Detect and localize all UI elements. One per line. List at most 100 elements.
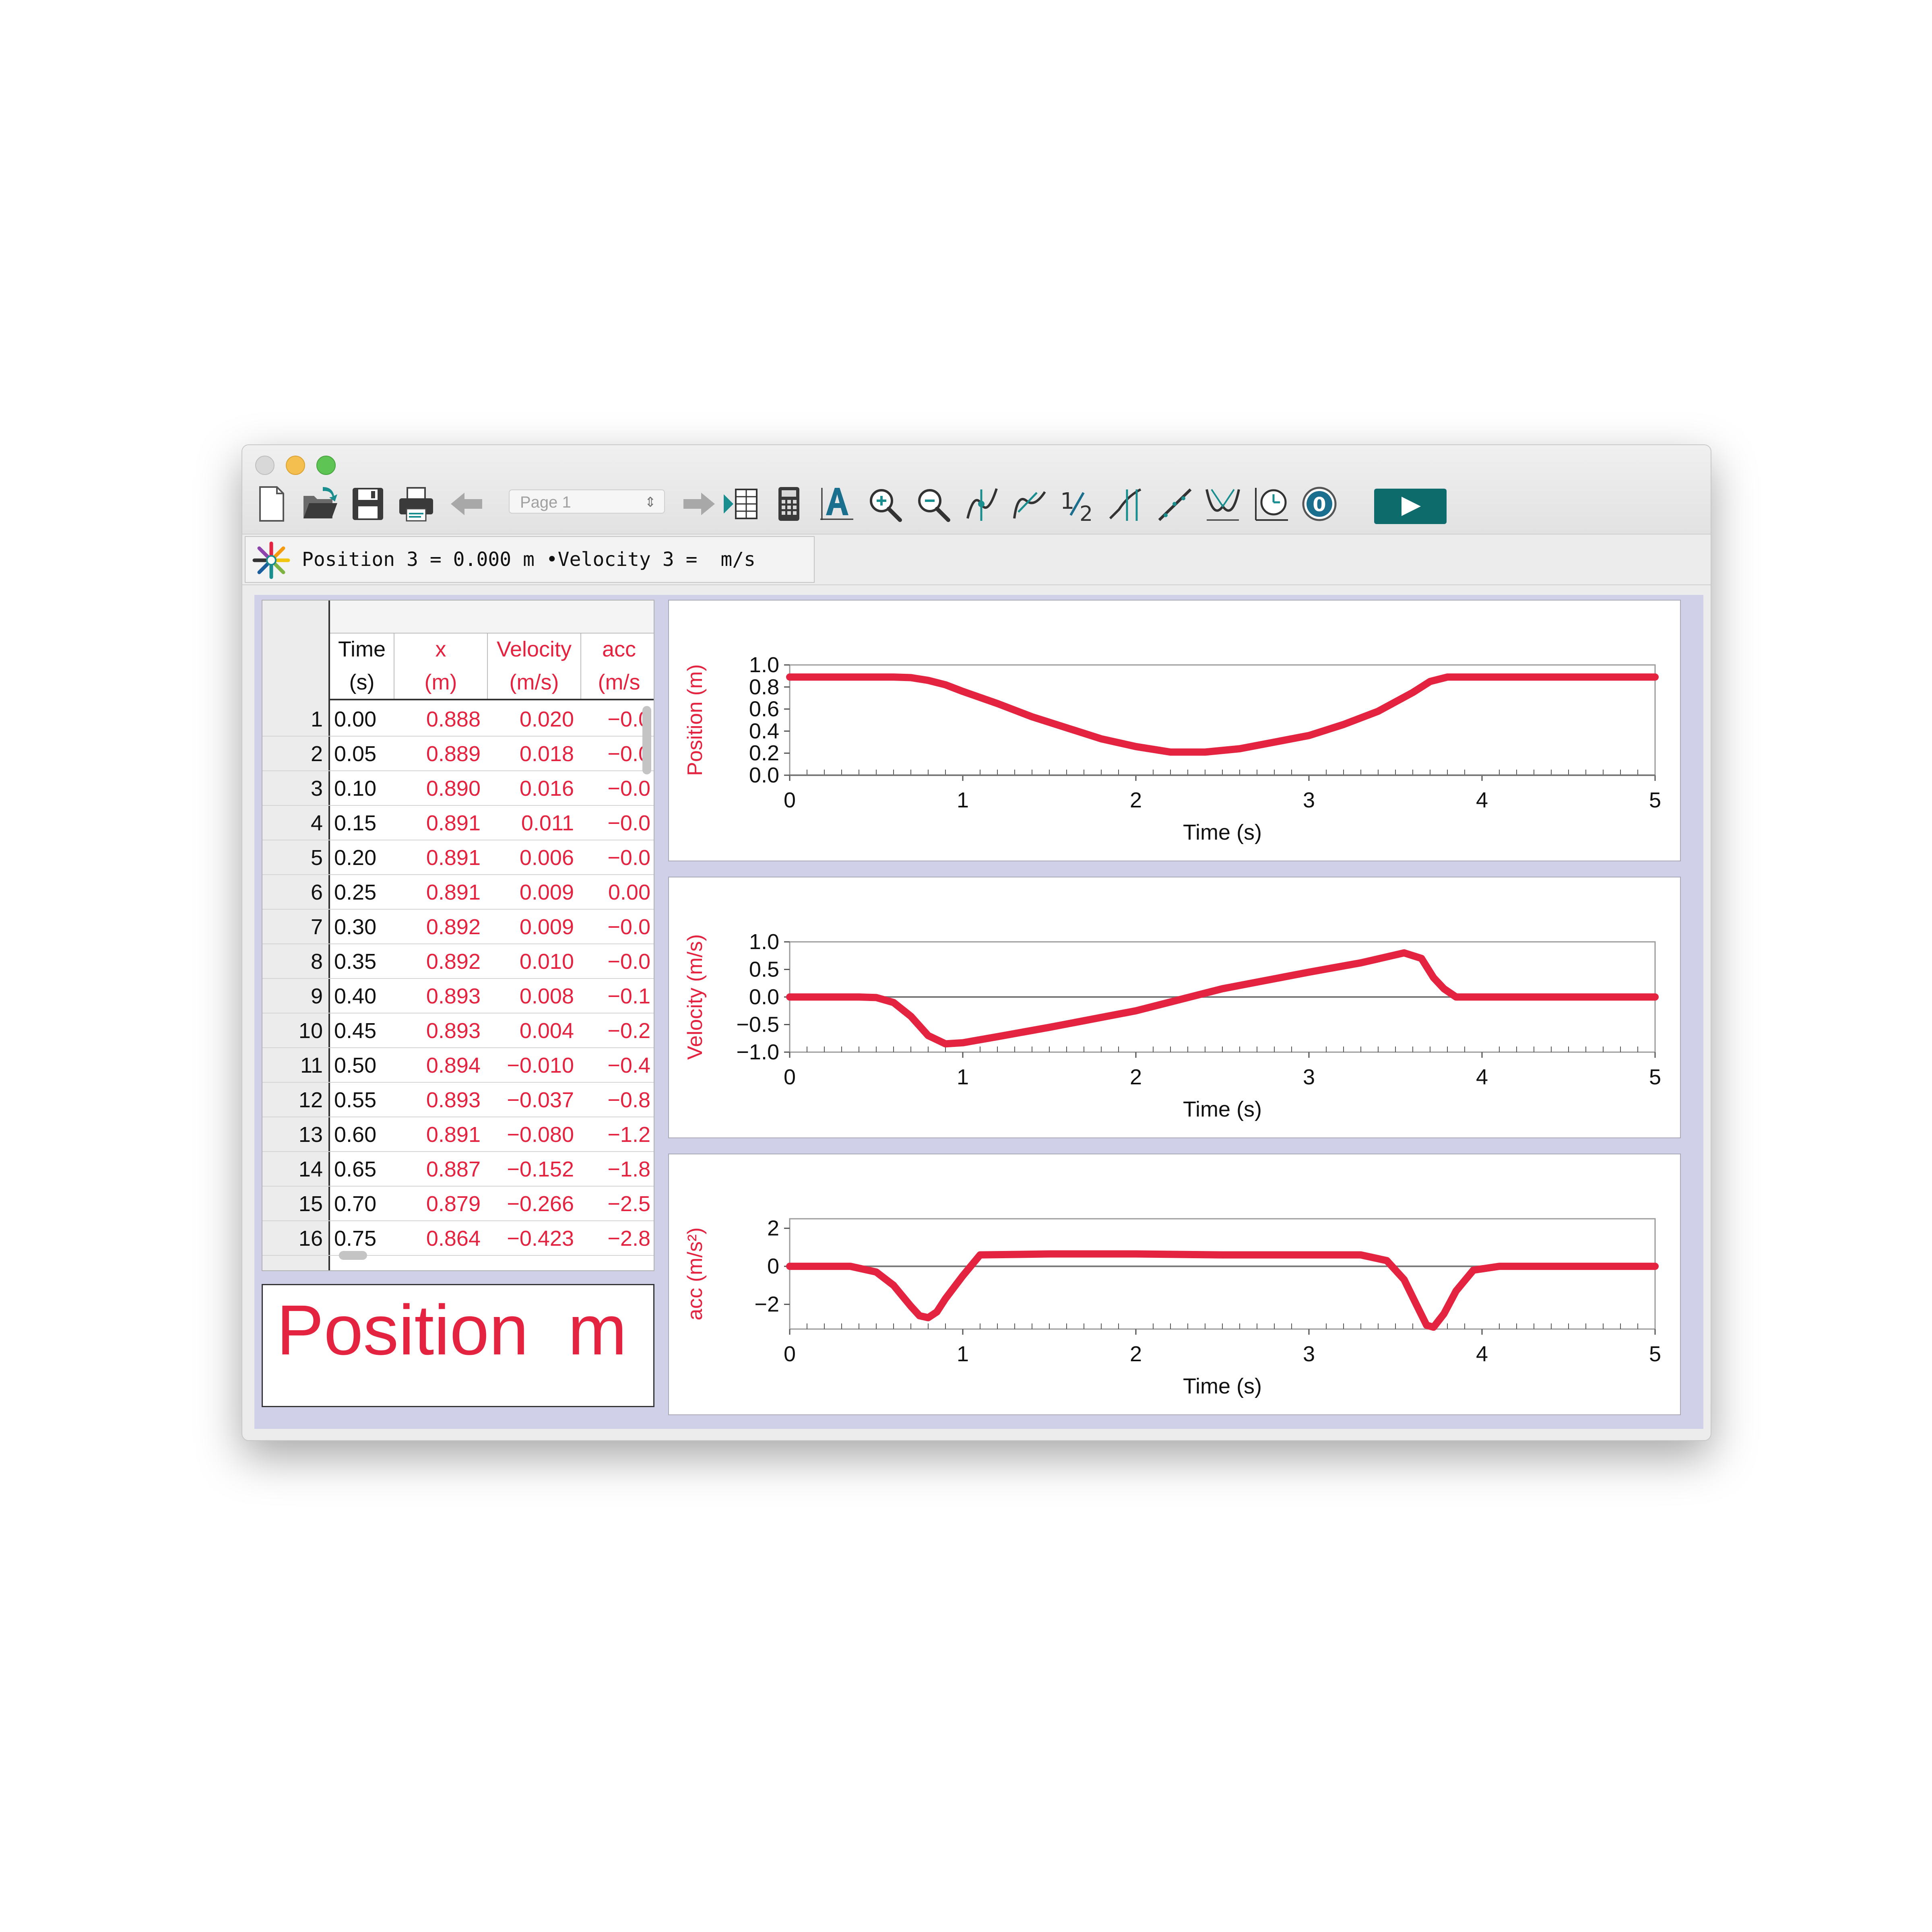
table-cell[interactable]: −0.1 (607, 984, 650, 1008)
table-cell[interactable]: 0.006 (519, 846, 574, 870)
curve-fit-icon[interactable] (1155, 484, 1194, 524)
table-cell[interactable]: 0.55 (334, 1088, 377, 1112)
close-window-button[interactable] (255, 456, 275, 475)
table-cell[interactable]: 0.50 (334, 1053, 377, 1077)
back-arrow-icon[interactable] (447, 484, 485, 524)
table-cell[interactable]: 0.10 (334, 776, 377, 801)
autoscale-icon[interactable] (817, 484, 856, 524)
collect-button[interactable] (1374, 489, 1447, 524)
table-cell[interactable]: 0.25 (334, 880, 377, 904)
stats-icon[interactable] (1107, 484, 1146, 524)
table-cell[interactable]: −0.423 (507, 1226, 574, 1251)
table-cell[interactable]: −0.0 (607, 776, 650, 801)
table-cell[interactable]: 0.016 (519, 776, 574, 801)
table-cell[interactable]: −0.8 (607, 1088, 650, 1112)
table-cell[interactable]: 0.30 (334, 915, 377, 939)
table-cell[interactable]: 0.891 (426, 846, 481, 870)
column-header[interactable]: x (m) (394, 633, 488, 699)
table-cell[interactable]: −0.010 (507, 1053, 574, 1077)
zoom-window-button[interactable] (316, 456, 336, 475)
table-cell[interactable]: −1.8 (607, 1157, 650, 1181)
forward-arrow-icon[interactable] (680, 484, 719, 524)
table-cell[interactable]: 0.892 (426, 949, 481, 974)
calculator-icon[interactable] (770, 484, 808, 524)
table-cell[interactable]: −1.2 (607, 1123, 650, 1147)
sensor-logo-icon (252, 541, 290, 579)
big-meter-panel[interactable]: Position m (262, 1284, 654, 1407)
table-cell[interactable]: 0.891 (426, 880, 481, 904)
table-cell[interactable]: 0.60 (334, 1123, 377, 1147)
print-icon[interactable] (397, 484, 436, 524)
column-header[interactable]: Velocity (m/s) (488, 633, 581, 699)
examine-icon[interactable] (962, 484, 1001, 524)
table-cell[interactable]: 0.010 (519, 949, 574, 974)
table-cell[interactable]: 0.893 (426, 1088, 481, 1112)
table-cell[interactable]: 0.00 (334, 707, 377, 731)
table-cell[interactable]: 0.887 (426, 1157, 481, 1181)
table-cell[interactable]: −0.0 (607, 915, 650, 939)
table-cell[interactable]: −0.266 (507, 1192, 574, 1216)
table-cell[interactable]: 0.05 (334, 742, 377, 766)
table-cell[interactable]: 0.00 (608, 880, 650, 904)
table-cell[interactable]: −0.0 (607, 846, 650, 870)
table-cell[interactable]: 0.893 (426, 1019, 481, 1043)
table-cell[interactable]: 0.65 (334, 1157, 377, 1181)
table-cell[interactable]: 0.889 (426, 742, 481, 766)
table-cell[interactable]: 0.891 (426, 811, 481, 835)
minimize-window-button[interactable] (286, 456, 305, 475)
table-cell[interactable]: 0.35 (334, 949, 377, 974)
zoom-out-icon[interactable] (914, 484, 952, 524)
data-table[interactable]: Time (s) x (m) Velocity (m/s) acc (m/s 1 0.00 0.88… (262, 600, 654, 1271)
table-cell[interactable]: −0.080 (507, 1123, 574, 1147)
position-graph[interactable]: 0 1 2 3 4 5 0.0 0.2 0.4 0.6 0.8 1.0 Time (s) Position… (668, 600, 1681, 861)
table-cell[interactable]: 0.70 (334, 1192, 377, 1216)
acceleration-graph[interactable]: 0 1 2 3 4 5 −2 0 2 Time (s) acc (m/s²) (668, 1154, 1681, 1415)
table-cell[interactable]: 0.40 (334, 984, 377, 1008)
digital-meter[interactable]: Position 3 = 0.000 m •Velocity 3 = m/s (245, 536, 815, 583)
table-cell[interactable]: −2.8 (607, 1226, 650, 1251)
table-cell[interactable]: 0.890 (426, 776, 481, 801)
linear-fit-icon[interactable] (1203, 484, 1242, 524)
horizontal-scrollbar[interactable] (339, 1251, 367, 1260)
replay-icon[interactable] (1252, 484, 1290, 524)
table-cell[interactable]: −0.4 (607, 1053, 650, 1077)
page-selector[interactable]: Page 1 ⇕ (509, 489, 665, 514)
table-cell[interactable]: 0.009 (519, 915, 574, 939)
table-cell[interactable]: 0.893 (426, 984, 481, 1008)
table-cell[interactable]: 0.879 (426, 1192, 481, 1216)
column-header[interactable]: Time (s) (330, 633, 394, 699)
x-tick-label: 3 (1303, 1065, 1315, 1089)
table-cell[interactable]: 0.018 (519, 742, 574, 766)
table-cell[interactable]: −0.0 (607, 811, 650, 835)
table-cell[interactable]: 0.009 (519, 880, 574, 904)
zoom-in-icon[interactable] (865, 484, 904, 524)
velocity-graph[interactable]: 0 1 2 3 4 5 −1.0 −0.5 0.0 0.5 1.0 Time (s) Velocity … (668, 877, 1681, 1138)
save-icon[interactable] (349, 484, 387, 524)
table-cell[interactable]: 0.15 (334, 811, 377, 835)
table-cell[interactable]: 0.892 (426, 915, 481, 939)
table-cell[interactable]: 0.004 (519, 1019, 574, 1043)
table-cell[interactable]: −2.5 (607, 1192, 650, 1216)
tangent-icon[interactable] (1010, 484, 1049, 524)
data-table-icon[interactable] (721, 484, 760, 524)
table-cell[interactable]: −0.152 (507, 1157, 574, 1181)
open-file-icon[interactable] (300, 484, 339, 524)
table-cell[interactable]: 0.891 (426, 1123, 481, 1147)
table-cell[interactable]: 0.888 (426, 707, 481, 731)
table-cell[interactable]: 0.008 (519, 984, 574, 1008)
table-cell[interactable]: 0.45 (334, 1019, 377, 1043)
new-file-icon[interactable] (252, 484, 291, 524)
column-header[interactable]: acc (m/s (581, 633, 654, 699)
table-cell[interactable]: −0.037 (507, 1088, 574, 1112)
table-cell[interactable]: 0.864 (426, 1226, 481, 1251)
table-cell[interactable]: 0.020 (519, 707, 574, 731)
table-cell[interactable]: −0.2 (607, 1019, 650, 1043)
vertical-scrollbar[interactable] (642, 706, 651, 774)
table-cell[interactable]: 0.75 (334, 1226, 377, 1251)
table-cell[interactable]: 0.20 (334, 846, 377, 870)
table-cell[interactable]: 0.894 (426, 1053, 481, 1077)
table-cell[interactable]: 0.011 (521, 811, 574, 835)
zero-icon[interactable]: 0 (1300, 484, 1339, 524)
table-cell[interactable]: −0.0 (607, 949, 650, 974)
